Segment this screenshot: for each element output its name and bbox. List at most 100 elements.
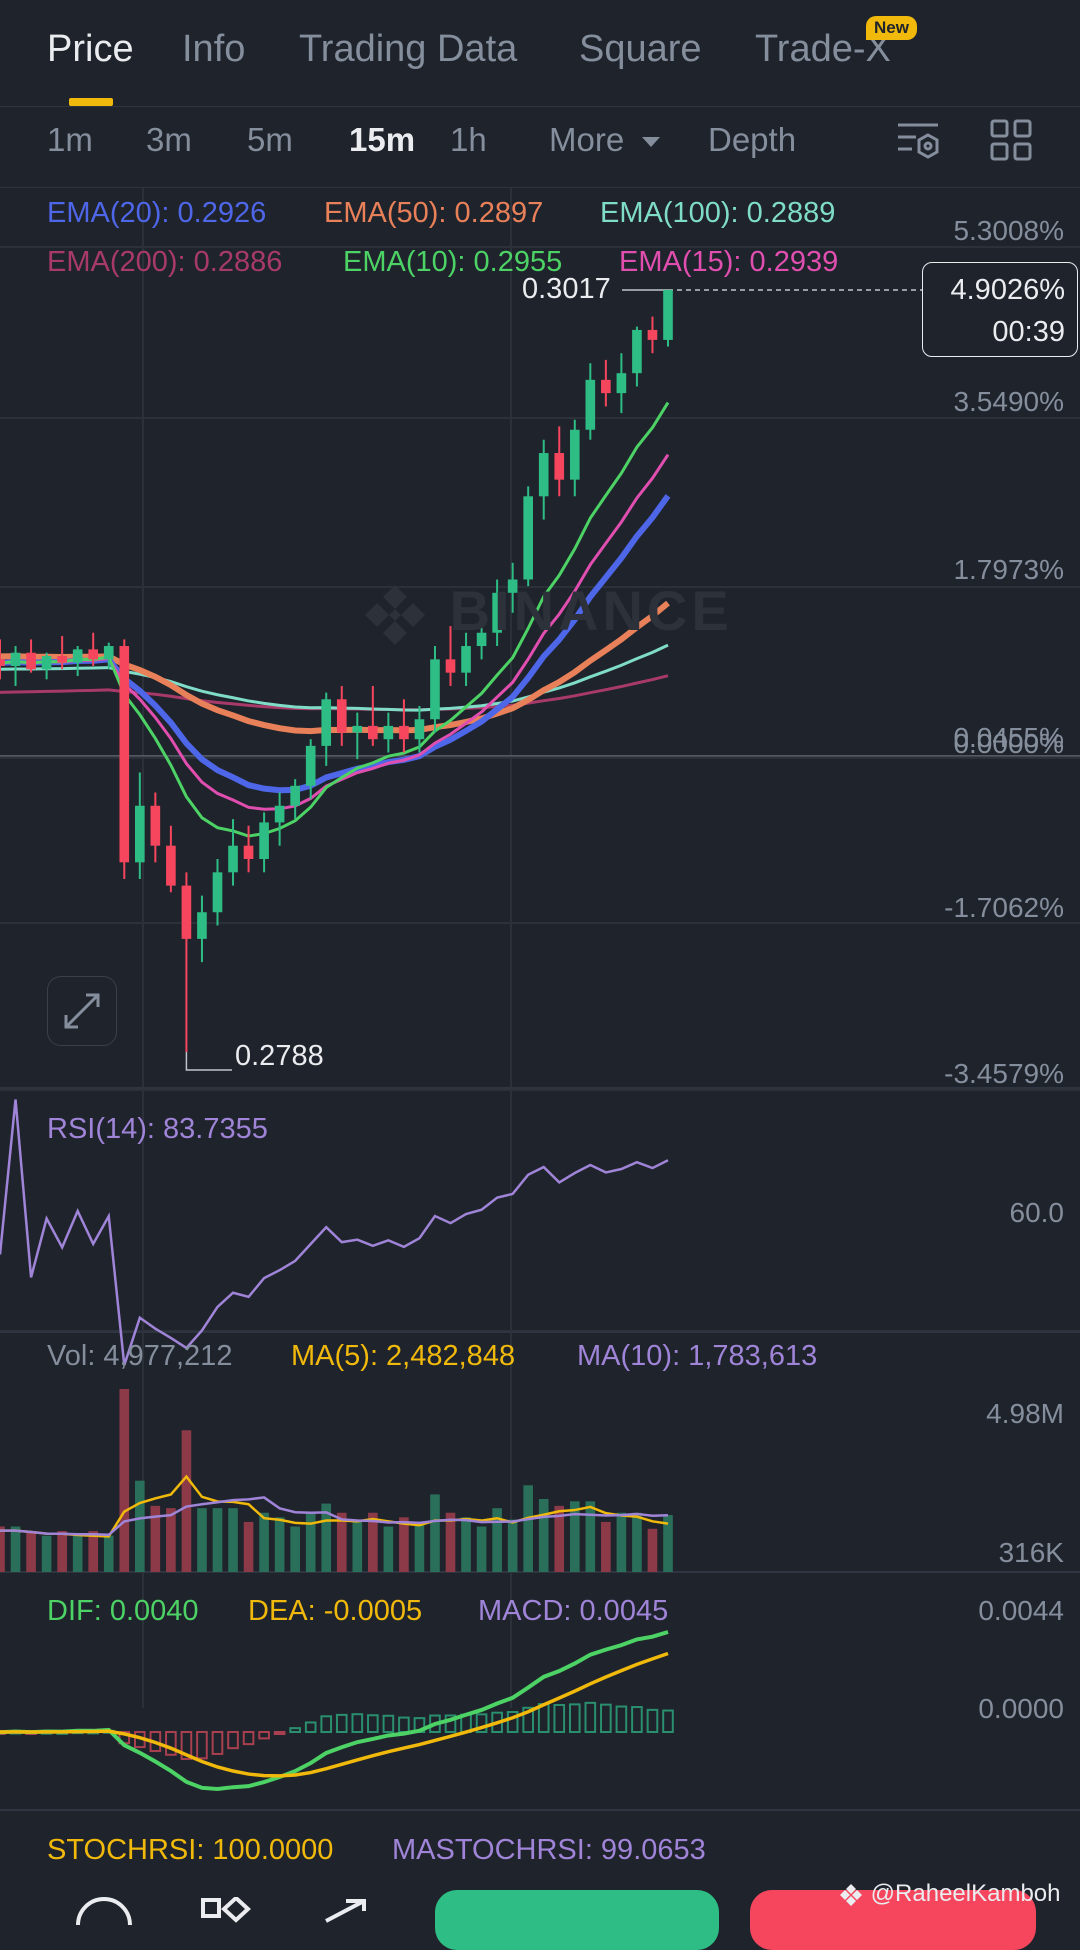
volume-bar (632, 1512, 642, 1572)
candle-body (305, 745, 316, 786)
candle-body (228, 845, 238, 873)
candle-body (616, 373, 627, 394)
current-change: 4.9026% (950, 274, 1066, 306)
candle-body (523, 496, 534, 580)
active-tab-indicator (69, 98, 113, 106)
interval-1m[interactable]: 1m (47, 121, 93, 158)
price-axis-label: 0.0000% (953, 728, 1064, 759)
volume-bar (259, 1512, 269, 1572)
candle-body (134, 805, 145, 863)
volume-bar (414, 1521, 425, 1572)
current-price-tag: 4.9026% 00:39 (922, 262, 1078, 357)
ema100-line (0, 643, 669, 712)
candle-body (538, 453, 549, 497)
ema200-legend: EMA(200): 0.2886 (47, 246, 283, 278)
volume-bar (538, 1499, 549, 1572)
volume-bar (461, 1517, 471, 1572)
price-axis-label: -1.7062% (944, 892, 1064, 923)
tab-price[interactable]: Price (47, 28, 134, 70)
price-axis-label: 1.7973% (953, 554, 1064, 585)
volume-bar (0, 1526, 5, 1572)
macd-histogram-bar (227, 1731, 239, 1750)
candle-body (274, 805, 285, 823)
volume-bar (569, 1501, 580, 1572)
candle-body (554, 453, 565, 480)
macd-histogram-bar (646, 1708, 659, 1733)
candle-body (492, 592, 502, 633)
macd-histogram-bar (631, 1706, 643, 1734)
macd-histogram-bar (180, 1731, 193, 1760)
tab-info[interactable]: Info (182, 28, 246, 70)
volume-axis-top: 4.98M (986, 1398, 1064, 1429)
candle-body (212, 872, 223, 913)
chart-canvas[interactable] (0, 188, 1080, 1888)
macd-histogram-bar (320, 1715, 333, 1734)
volume-bar (134, 1480, 145, 1572)
macd-histogram-bar (289, 1727, 301, 1734)
candle-body (632, 329, 642, 374)
volume-legend: Vol: 4,977,212 (47, 1340, 233, 1372)
macd-dif-legend: DIF: 0.0040 (47, 1595, 199, 1627)
volume-bar (554, 1505, 565, 1572)
macd-dea-line (0, 1651, 669, 1778)
credit-watermark: @RaheelKamboh (838, 1880, 1060, 1908)
volume-bar (212, 1508, 223, 1572)
ema20-legend: EMA(20): 0.2926 (47, 197, 267, 229)
binance-small-icon (840, 1883, 862, 1906)
interval-3m[interactable]: 3m (146, 121, 192, 158)
volume-bar (10, 1526, 21, 1572)
volume-bar (321, 1503, 332, 1572)
volume-bar (243, 1521, 254, 1572)
caret-down-icon (642, 137, 661, 148)
buy-button[interactable] (435, 1890, 719, 1950)
binance-watermark: BINANCE (360, 578, 733, 650)
macd-histogram-bar (351, 1713, 364, 1734)
top-tabs: Price Info Trading Data Square Trade-X N… (0, 0, 1080, 107)
candle-body (336, 699, 347, 733)
volume-bar (523, 1485, 534, 1572)
tab-trading-data[interactable]: Trading Data (299, 28, 518, 70)
macd-histogram-bar (553, 1704, 566, 1733)
grid-menu-icon[interactable] (200, 1897, 252, 1923)
more-icon[interactable] (76, 1895, 132, 1925)
volume-bar (492, 1508, 502, 1572)
interval-5m[interactable]: 5m (247, 121, 293, 158)
candle-body (461, 646, 471, 673)
candle-body (601, 379, 611, 394)
volume-bar (41, 1535, 52, 1572)
candle-body (119, 646, 130, 863)
volume-bar (88, 1531, 99, 1572)
volume-bar (616, 1512, 627, 1572)
interval-1h[interactable]: 1h (450, 121, 487, 158)
candle-body (569, 429, 580, 480)
volume-bar (663, 1515, 673, 1572)
candle-body (26, 652, 36, 670)
candle-body (414, 719, 425, 740)
macd-dea-legend: DEA: -0.0005 (248, 1595, 423, 1627)
more-dropdown[interactable]: More (549, 121, 661, 159)
candle-body (103, 646, 114, 660)
ema100-legend: EMA(100): 0.2889 (600, 197, 836, 229)
volume-bar (274, 1517, 285, 1572)
binance-logo-icon (365, 585, 425, 646)
depth-button[interactable]: Depth (708, 121, 797, 158)
fullscreen-button[interactable] (47, 976, 117, 1046)
macd-histogram-bar (382, 1714, 395, 1734)
volume-bar (166, 1508, 176, 1572)
macd-histogram-bar (600, 1703, 612, 1734)
layout-grid-icon[interactable] (990, 119, 1032, 161)
candle-body (72, 649, 83, 663)
macd-histogram-bar (522, 1706, 535, 1733)
tab-square[interactable]: Square (579, 28, 702, 70)
candle-body (259, 822, 269, 860)
macd-histogram-bar (662, 1709, 674, 1734)
share-arrow-icon[interactable] (320, 1897, 370, 1923)
candle-body (41, 656, 52, 670)
interval-15m[interactable]: 15m (349, 121, 416, 158)
rsi-line (0, 1099, 669, 1366)
ema10-line (0, 401, 670, 838)
volume-bar (119, 1389, 130, 1572)
volume-bar (647, 1528, 658, 1572)
chart-settings-icon[interactable] (896, 119, 940, 163)
macd-histogram-bar (398, 1716, 410, 1733)
